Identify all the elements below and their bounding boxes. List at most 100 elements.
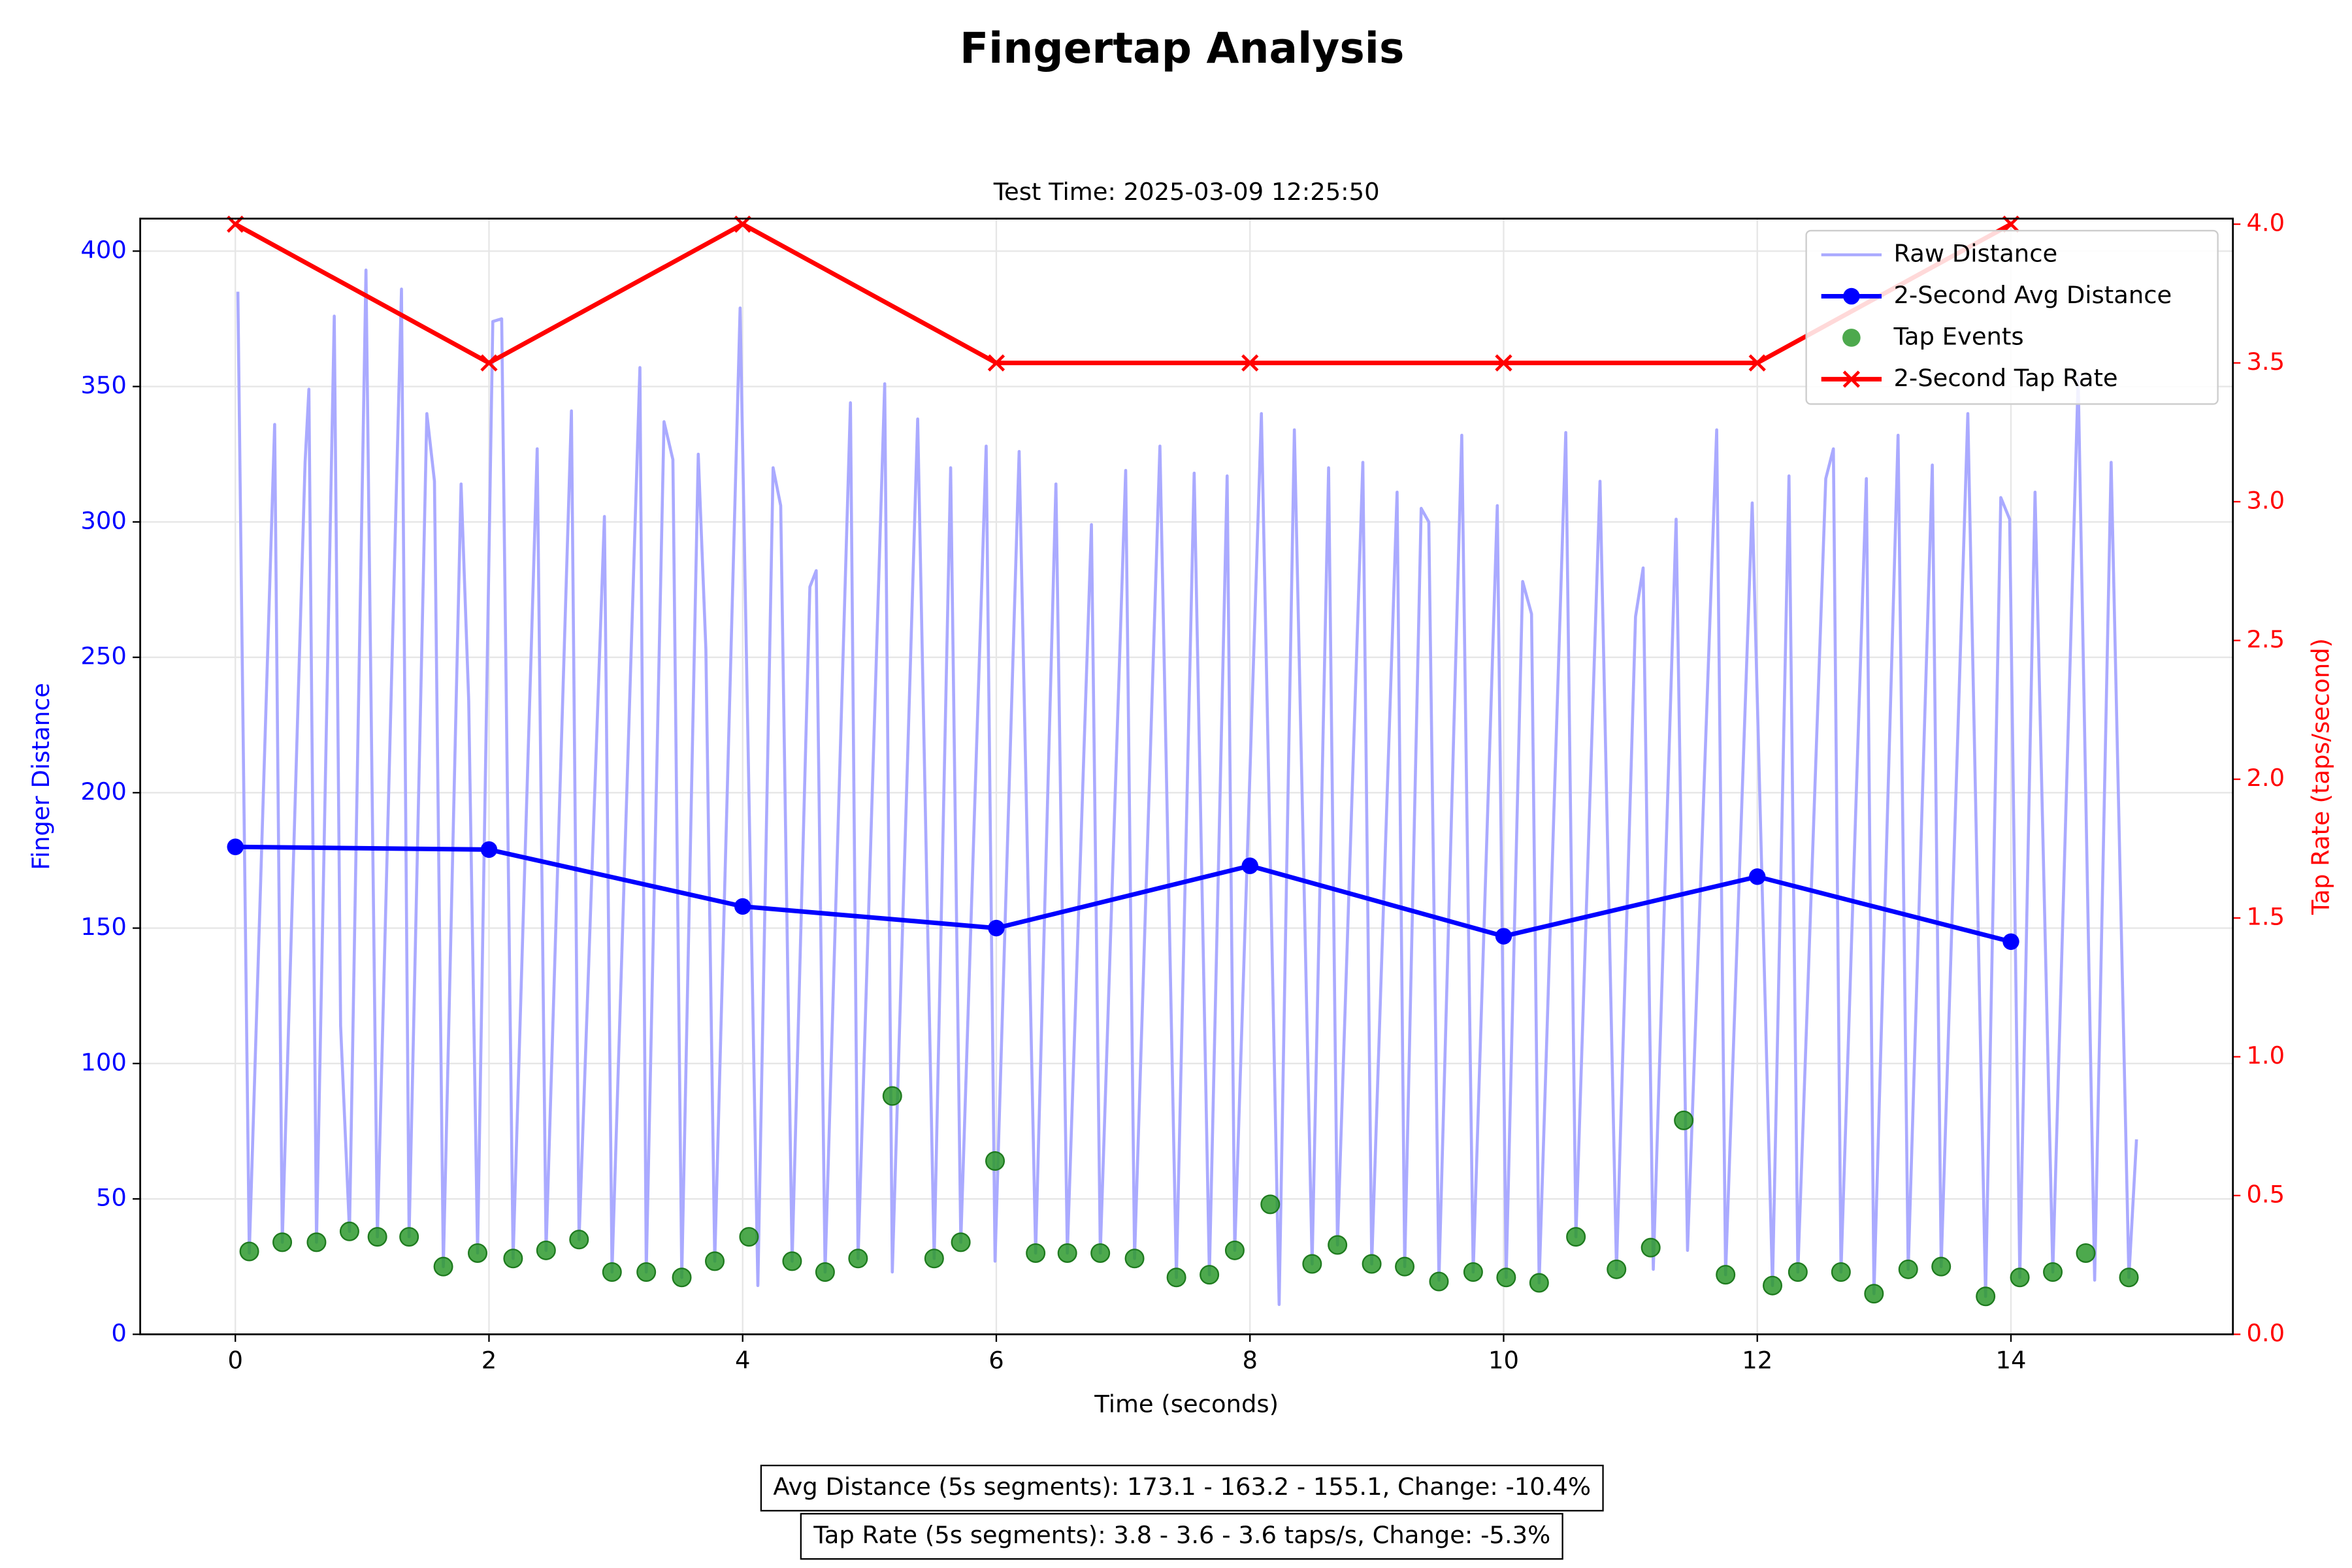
tap-event bbox=[339, 1221, 359, 1241]
tap-event bbox=[1831, 1262, 1851, 1282]
tap-event bbox=[815, 1262, 835, 1282]
y2-tick-label: 3.5 bbox=[2246, 348, 2285, 376]
y-tick-label: 150 bbox=[80, 913, 126, 941]
tap-event bbox=[1260, 1194, 1281, 1215]
y-tick-label: 200 bbox=[80, 777, 126, 806]
tap-event bbox=[951, 1232, 971, 1252]
y-tick-label: 250 bbox=[80, 642, 126, 670]
tap-event bbox=[239, 1241, 259, 1262]
tap-event bbox=[1788, 1262, 1808, 1282]
point-marker bbox=[1495, 928, 1512, 945]
y-axis-label: Finger Distance bbox=[27, 683, 55, 870]
tap-event bbox=[1026, 1243, 1046, 1263]
tap-event bbox=[1090, 1243, 1111, 1263]
legend-label: Tap Events bbox=[1893, 322, 2023, 350]
y2-tick-label: 4.0 bbox=[2246, 209, 2285, 237]
tap-event bbox=[1200, 1265, 1220, 1285]
tap-event bbox=[1864, 1284, 1884, 1304]
tap-event bbox=[1463, 1262, 1483, 1282]
x-tick-label: 0 bbox=[227, 1346, 242, 1374]
x-tick-label: 10 bbox=[1488, 1346, 1519, 1374]
tap-event bbox=[1224, 1240, 1245, 1260]
series-line bbox=[235, 844, 2012, 944]
tap-event bbox=[272, 1232, 293, 1252]
tap-event bbox=[569, 1230, 589, 1250]
tap-event bbox=[1763, 1275, 1783, 1296]
series-line bbox=[234, 221, 2012, 365]
point-marker bbox=[734, 898, 751, 915]
point-marker bbox=[1495, 354, 1512, 372]
tap-event bbox=[1496, 1267, 1516, 1288]
tap-event bbox=[1898, 1259, 1918, 1279]
tap-event bbox=[1931, 1256, 1952, 1277]
tap-event bbox=[1607, 1259, 1627, 1279]
tap-event bbox=[739, 1227, 759, 1247]
point-marker bbox=[1748, 354, 1766, 372]
tap-event bbox=[306, 1232, 327, 1252]
tap-event bbox=[882, 1086, 902, 1106]
legend-marker bbox=[1842, 370, 1861, 388]
y2-tick-label: 2.5 bbox=[2246, 625, 2285, 653]
tap-event bbox=[1302, 1254, 1322, 1274]
tap-event bbox=[503, 1249, 523, 1269]
x-tick-label: 8 bbox=[1242, 1346, 1257, 1374]
tap-event bbox=[367, 1227, 387, 1247]
tap-event bbox=[433, 1256, 453, 1277]
x-tick-label: 12 bbox=[1742, 1346, 1772, 1374]
tap-event bbox=[2076, 1243, 2096, 1263]
tap-event bbox=[1166, 1267, 1186, 1288]
y2-tick-label: 1.0 bbox=[2246, 1041, 2285, 1070]
x-tick-label: 6 bbox=[988, 1346, 1004, 1374]
tap-event bbox=[848, 1249, 868, 1269]
tap-event bbox=[672, 1267, 692, 1288]
x-tick-label: 14 bbox=[1995, 1346, 2026, 1374]
chart-subtitle: Test Time: 2025-03-09 12:25:50 bbox=[993, 178, 1380, 206]
y2-tick-label: 0.0 bbox=[2246, 1319, 2285, 1347]
y2-axis-label: Tap Rate (taps/second) bbox=[2306, 638, 2334, 915]
tap-event bbox=[399, 1227, 419, 1247]
tap-event bbox=[2043, 1262, 2063, 1282]
point-marker bbox=[988, 919, 1005, 937]
y2-tick-label: 0.5 bbox=[2246, 1180, 2285, 1208]
legend-label: 2-Second Avg Distance bbox=[1893, 281, 2172, 309]
tap-event bbox=[1328, 1235, 1348, 1255]
tap-event bbox=[636, 1262, 657, 1282]
tap-event bbox=[2119, 1267, 2139, 1288]
y-tick-label: 0 bbox=[111, 1319, 126, 1347]
chart-title: Fingertap Analysis bbox=[960, 24, 1404, 73]
point-marker bbox=[480, 354, 498, 372]
tap-event bbox=[705, 1251, 725, 1271]
point-marker bbox=[480, 841, 498, 858]
y-tick-label: 50 bbox=[96, 1184, 127, 1212]
x-axis-label: Time (seconds) bbox=[1094, 1390, 1279, 1418]
tap-event bbox=[1976, 1286, 1996, 1307]
tap-event bbox=[1057, 1243, 1077, 1263]
tap-event bbox=[1429, 1271, 1449, 1292]
annotation-box bbox=[800, 1512, 1563, 1560]
point-marker bbox=[1241, 354, 1259, 372]
y2-tick-label: 2.0 bbox=[2246, 764, 2285, 792]
plot-frame bbox=[139, 218, 2234, 1335]
annotation-box bbox=[760, 1464, 1604, 1512]
point-marker bbox=[227, 838, 244, 855]
legend-label: 2-Second Tap Rate bbox=[1893, 364, 2117, 392]
y-tick-label: 300 bbox=[80, 506, 126, 534]
annotation-text: Tap Rate (5s segments): 3.8 - 3.6 - 3.6 … bbox=[813, 1521, 1550, 1549]
y2-tick-label: 1.5 bbox=[2246, 903, 2285, 931]
x-tick-label: 2 bbox=[482, 1346, 497, 1374]
tap-event bbox=[2010, 1267, 2030, 1288]
point-marker bbox=[987, 354, 1005, 372]
tap-event bbox=[602, 1262, 622, 1282]
tap-event bbox=[1716, 1265, 1736, 1285]
tap-event bbox=[536, 1240, 556, 1260]
legend-box bbox=[1805, 229, 2219, 405]
tap-event bbox=[1362, 1254, 1382, 1274]
y-tick-label: 350 bbox=[80, 371, 126, 399]
legend-marker bbox=[1843, 287, 1860, 305]
tap-event bbox=[467, 1243, 487, 1263]
tap-event bbox=[782, 1251, 802, 1271]
x-tick-label: 4 bbox=[735, 1346, 750, 1374]
tap-event bbox=[985, 1151, 1005, 1171]
point-marker bbox=[1241, 857, 1258, 874]
